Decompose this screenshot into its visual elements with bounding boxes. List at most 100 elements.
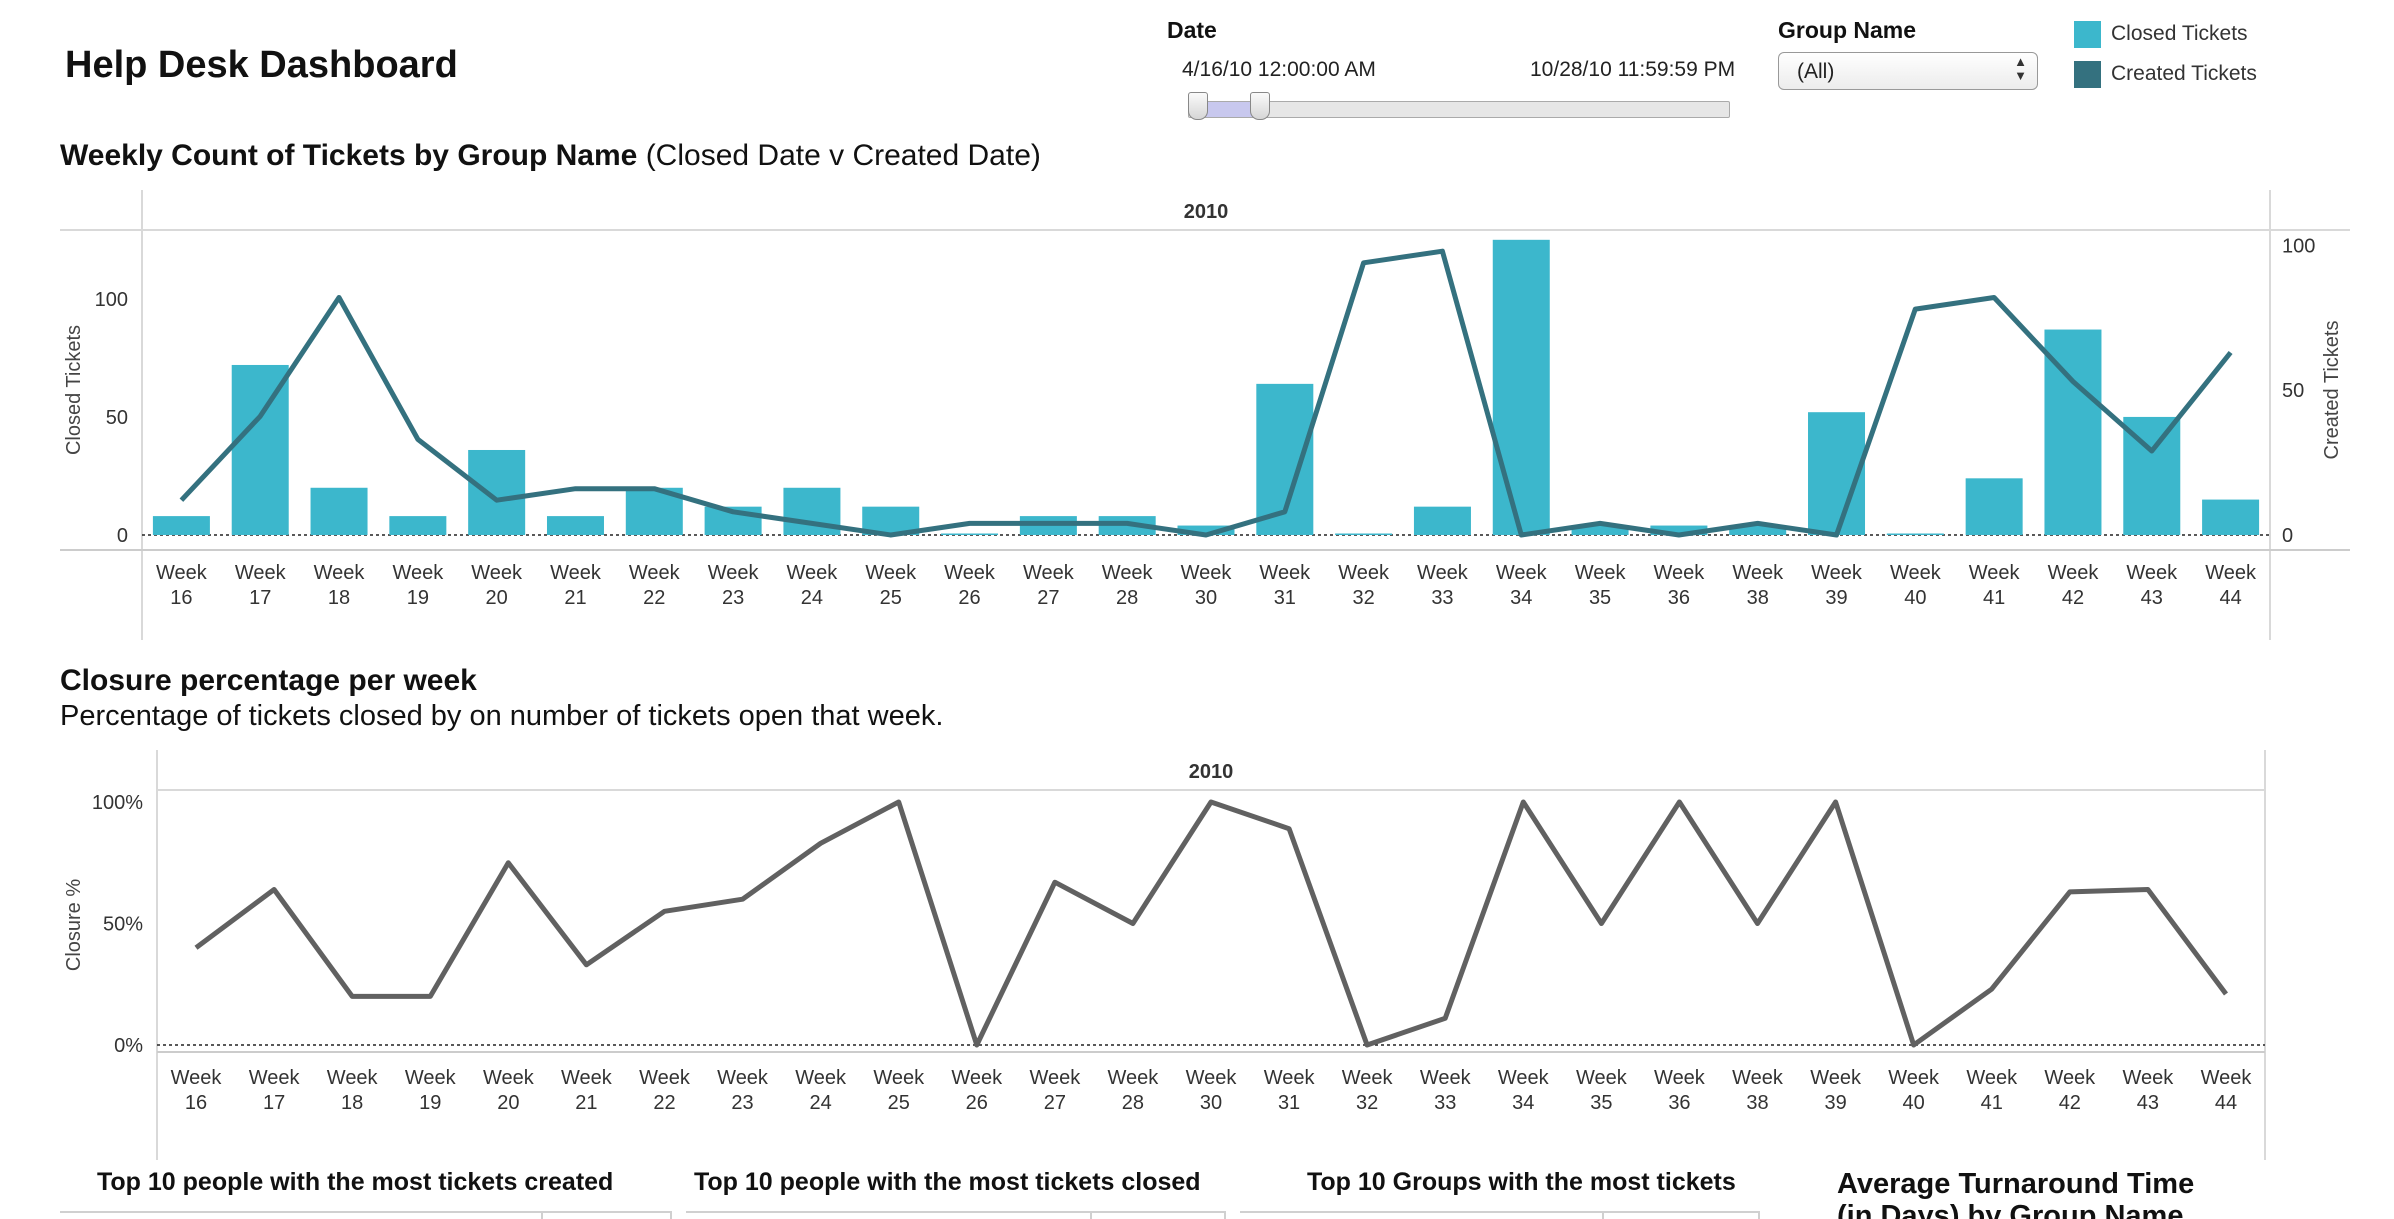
group-name-select[interactable]: (All) ▲ ▼	[1778, 52, 2038, 90]
weekly-count-chart-title: Weekly Count of Tickets by Group Name (C…	[60, 139, 1041, 173]
legend-item-created-tickets[interactable]: Created Tickets	[2074, 61, 2257, 88]
weekly-count-title-bold: Weekly Count of Tickets by Group Name	[60, 139, 638, 172]
chart2-tick-label: 50%	[103, 914, 143, 936]
chart1-right-tick-label: 100	[2282, 235, 2315, 257]
closed-tickets-bar-week-44[interactable]	[2202, 499, 2260, 535]
closed-tickets-bar-week-32[interactable]	[1335, 533, 1393, 536]
closed-tickets-bar-week-36[interactable]	[1650, 525, 1708, 535]
closed-tickets-bar-week-26[interactable]	[941, 533, 999, 536]
chart1-left-tick-label: 50	[106, 407, 128, 429]
chart2-x-label-week-19: Week 19	[405, 1067, 457, 1114]
created-tickets-line	[179, 248, 2233, 538]
closed-tickets-bar-week-33[interactable]	[1413, 506, 1471, 535]
closed-tickets-bar-week-35[interactable]	[1571, 525, 1629, 535]
closed-tickets-bar-week-18[interactable]	[310, 487, 368, 535]
chart1-x-label-week-16: Week 16	[156, 562, 208, 609]
closure-chart-subtitle: Percentage of tickets closed by on numbe…	[60, 700, 944, 732]
closed-tickets-swatch	[2074, 21, 2101, 48]
closed-tickets-bar-week-34[interactable]	[1492, 239, 1550, 536]
chart2-x-label-week-16: Week 16	[171, 1067, 223, 1114]
chart1-right-axis-title: Created Tickets	[2321, 321, 2343, 460]
closure-percentage-line	[194, 799, 2229, 1048]
avg-turnaround-title-line2: (in Days) by Group Name	[1837, 1200, 2184, 1219]
chart2-frame	[156, 750, 2266, 1160]
chart2-x-label-week-40: Week 40	[1888, 1067, 1940, 1114]
legend-item-closed-tickets[interactable]: Closed Tickets	[2074, 21, 2248, 48]
closed-tickets-bar-week-30[interactable]	[1177, 525, 1235, 535]
top-groups-title: Top 10 Groups with the most tickets	[1307, 1168, 1736, 1196]
closed-tickets-bar-week-16[interactable]	[152, 516, 210, 535]
chart2-x-label-week-32: Week 32	[1342, 1067, 1394, 1114]
chart1-x-label-week-39: Week 39	[1811, 562, 1863, 609]
top-closed-table-edge	[1224, 1211, 1226, 1219]
top-created-table-divider	[541, 1211, 543, 1219]
chart1-x-label-week-25: Week 25	[865, 562, 917, 609]
chart1-x-label-week-36: Week 36	[1654, 562, 1706, 609]
closed-tickets-bar-week-38[interactable]	[1729, 525, 1787, 535]
closed-tickets-bar-week-17[interactable]	[231, 364, 289, 535]
date-range-end-handle[interactable]	[1250, 92, 1270, 120]
avg-turnaround-title-clip: (in Days) by Group Name	[1837, 1200, 2183, 1219]
chart2-x-label-week-30: Week 30	[1186, 1067, 1238, 1114]
closed-tickets-bar-week-19[interactable]	[389, 516, 447, 535]
chart1-left-tick-label: 0	[117, 525, 128, 547]
chart1-x-label-week-27: Week 27	[1023, 562, 1075, 609]
legend-label-closed: Closed Tickets	[2111, 22, 2248, 46]
chart1-x-label-week-43: Week 43	[2126, 562, 2178, 609]
chart2-x-label-week-27: Week 27	[1029, 1067, 1081, 1114]
chart1-right-tick-label: 0	[2282, 525, 2293, 547]
chart2-x-label-week-43: Week 43	[2123, 1067, 2175, 1114]
chart2-x-label-week-23: Week 23	[717, 1067, 769, 1114]
chart1-x-label-week-33: Week 33	[1417, 562, 1469, 609]
closure-chart-title: Closure percentage per week	[60, 664, 477, 697]
chart1-x-label-week-42: Week 42	[2048, 562, 2100, 609]
date-filter-label: Date	[1167, 17, 1217, 43]
chart1-x-label-week-34: Week 34	[1496, 562, 1548, 609]
weekly-count-chart: 2010 Closed Tickets Created Tickets 0 50 1…	[60, 190, 2350, 640]
chart2-x-label-week-31: Week 31	[1264, 1067, 1316, 1114]
chart1-x-label-week-19: Week 19	[392, 562, 444, 609]
top-groups-table-divider	[1602, 1211, 1604, 1219]
chart2-x-label-week-33: Week 33	[1420, 1067, 1472, 1114]
chart2-x-label-week-24: Week 24	[795, 1067, 847, 1114]
chart2-x-label-week-25: Week 25	[873, 1067, 925, 1114]
chart1-x-label-week-24: Week 24	[787, 562, 839, 609]
chart1-left-tick-label: 100	[95, 289, 128, 311]
chart2-x-label-week-36: Week 36	[1654, 1067, 1706, 1114]
top-groups-table-edge	[1758, 1211, 1760, 1219]
closed-tickets-bar-week-40[interactable]	[1886, 533, 1944, 536]
closure-percentage-chart: 2010 Closure % 0% 50% 100% Week 16 Week 17 Wee…	[63, 750, 2266, 1160]
date-range-selection	[1198, 102, 1260, 117]
top-groups-table-header-line	[1240, 1211, 1760, 1213]
chart2-x-label-week-20: Week 20	[483, 1067, 535, 1114]
chart1-x-label-week-18: Week 18	[314, 562, 366, 609]
closed-tickets-bar-week-41[interactable]	[1965, 478, 2023, 535]
chart2-x-label-week-42: Week 42	[2044, 1067, 2096, 1114]
chart1-x-label-week-17: Week 17	[235, 562, 287, 609]
closed-tickets-bar-week-20[interactable]	[468, 449, 526, 535]
chart2-x-label-week-17: Week 17	[249, 1067, 301, 1114]
chart2-x-label-week-44: Week 44	[2201, 1067, 2253, 1114]
chart1-x-label-week-35: Week 35	[1575, 562, 1627, 609]
chart2-x-label-week-22: Week 22	[639, 1067, 691, 1114]
closed-tickets-bar-week-21[interactable]	[546, 516, 604, 535]
chart1-x-label-week-21: Week 21	[550, 562, 602, 609]
dashboard-title: Help Desk Dashboard	[65, 44, 458, 86]
chart1-x-label-week-44: Week 44	[2205, 562, 2257, 609]
chart1-x-label-week-26: Week 26	[944, 562, 996, 609]
chart2-axis-title: Closure %	[63, 879, 85, 971]
date-range-start-handle[interactable]	[1188, 92, 1208, 120]
select-arrows-icon: ▲ ▼	[2014, 54, 2027, 83]
chart1-x-label-week-41: Week 41	[1969, 562, 2021, 609]
chart2-x-label-week-21: Week 21	[561, 1067, 613, 1114]
top-created-table-edge	[670, 1211, 672, 1219]
chart1-x-label-week-22: Week 22	[629, 562, 681, 609]
weekly-count-title-rest: (Closed Date v Created Date)	[637, 139, 1041, 172]
chart1-x-label-week-32: Week 32	[1338, 562, 1390, 609]
avg-turnaround-title-line1: Average Turnaround Time	[1837, 1168, 2195, 1200]
top-created-people-title: Top 10 people with the most tickets crea…	[97, 1168, 614, 1196]
chart1-x-label-week-20: Week 20	[471, 562, 523, 609]
chart1-x-label-week-28: Week 28	[1102, 562, 1154, 609]
chart1-left-axis-title: Closed Tickets	[63, 325, 85, 455]
legend-label-created: Created Tickets	[2111, 62, 2257, 86]
